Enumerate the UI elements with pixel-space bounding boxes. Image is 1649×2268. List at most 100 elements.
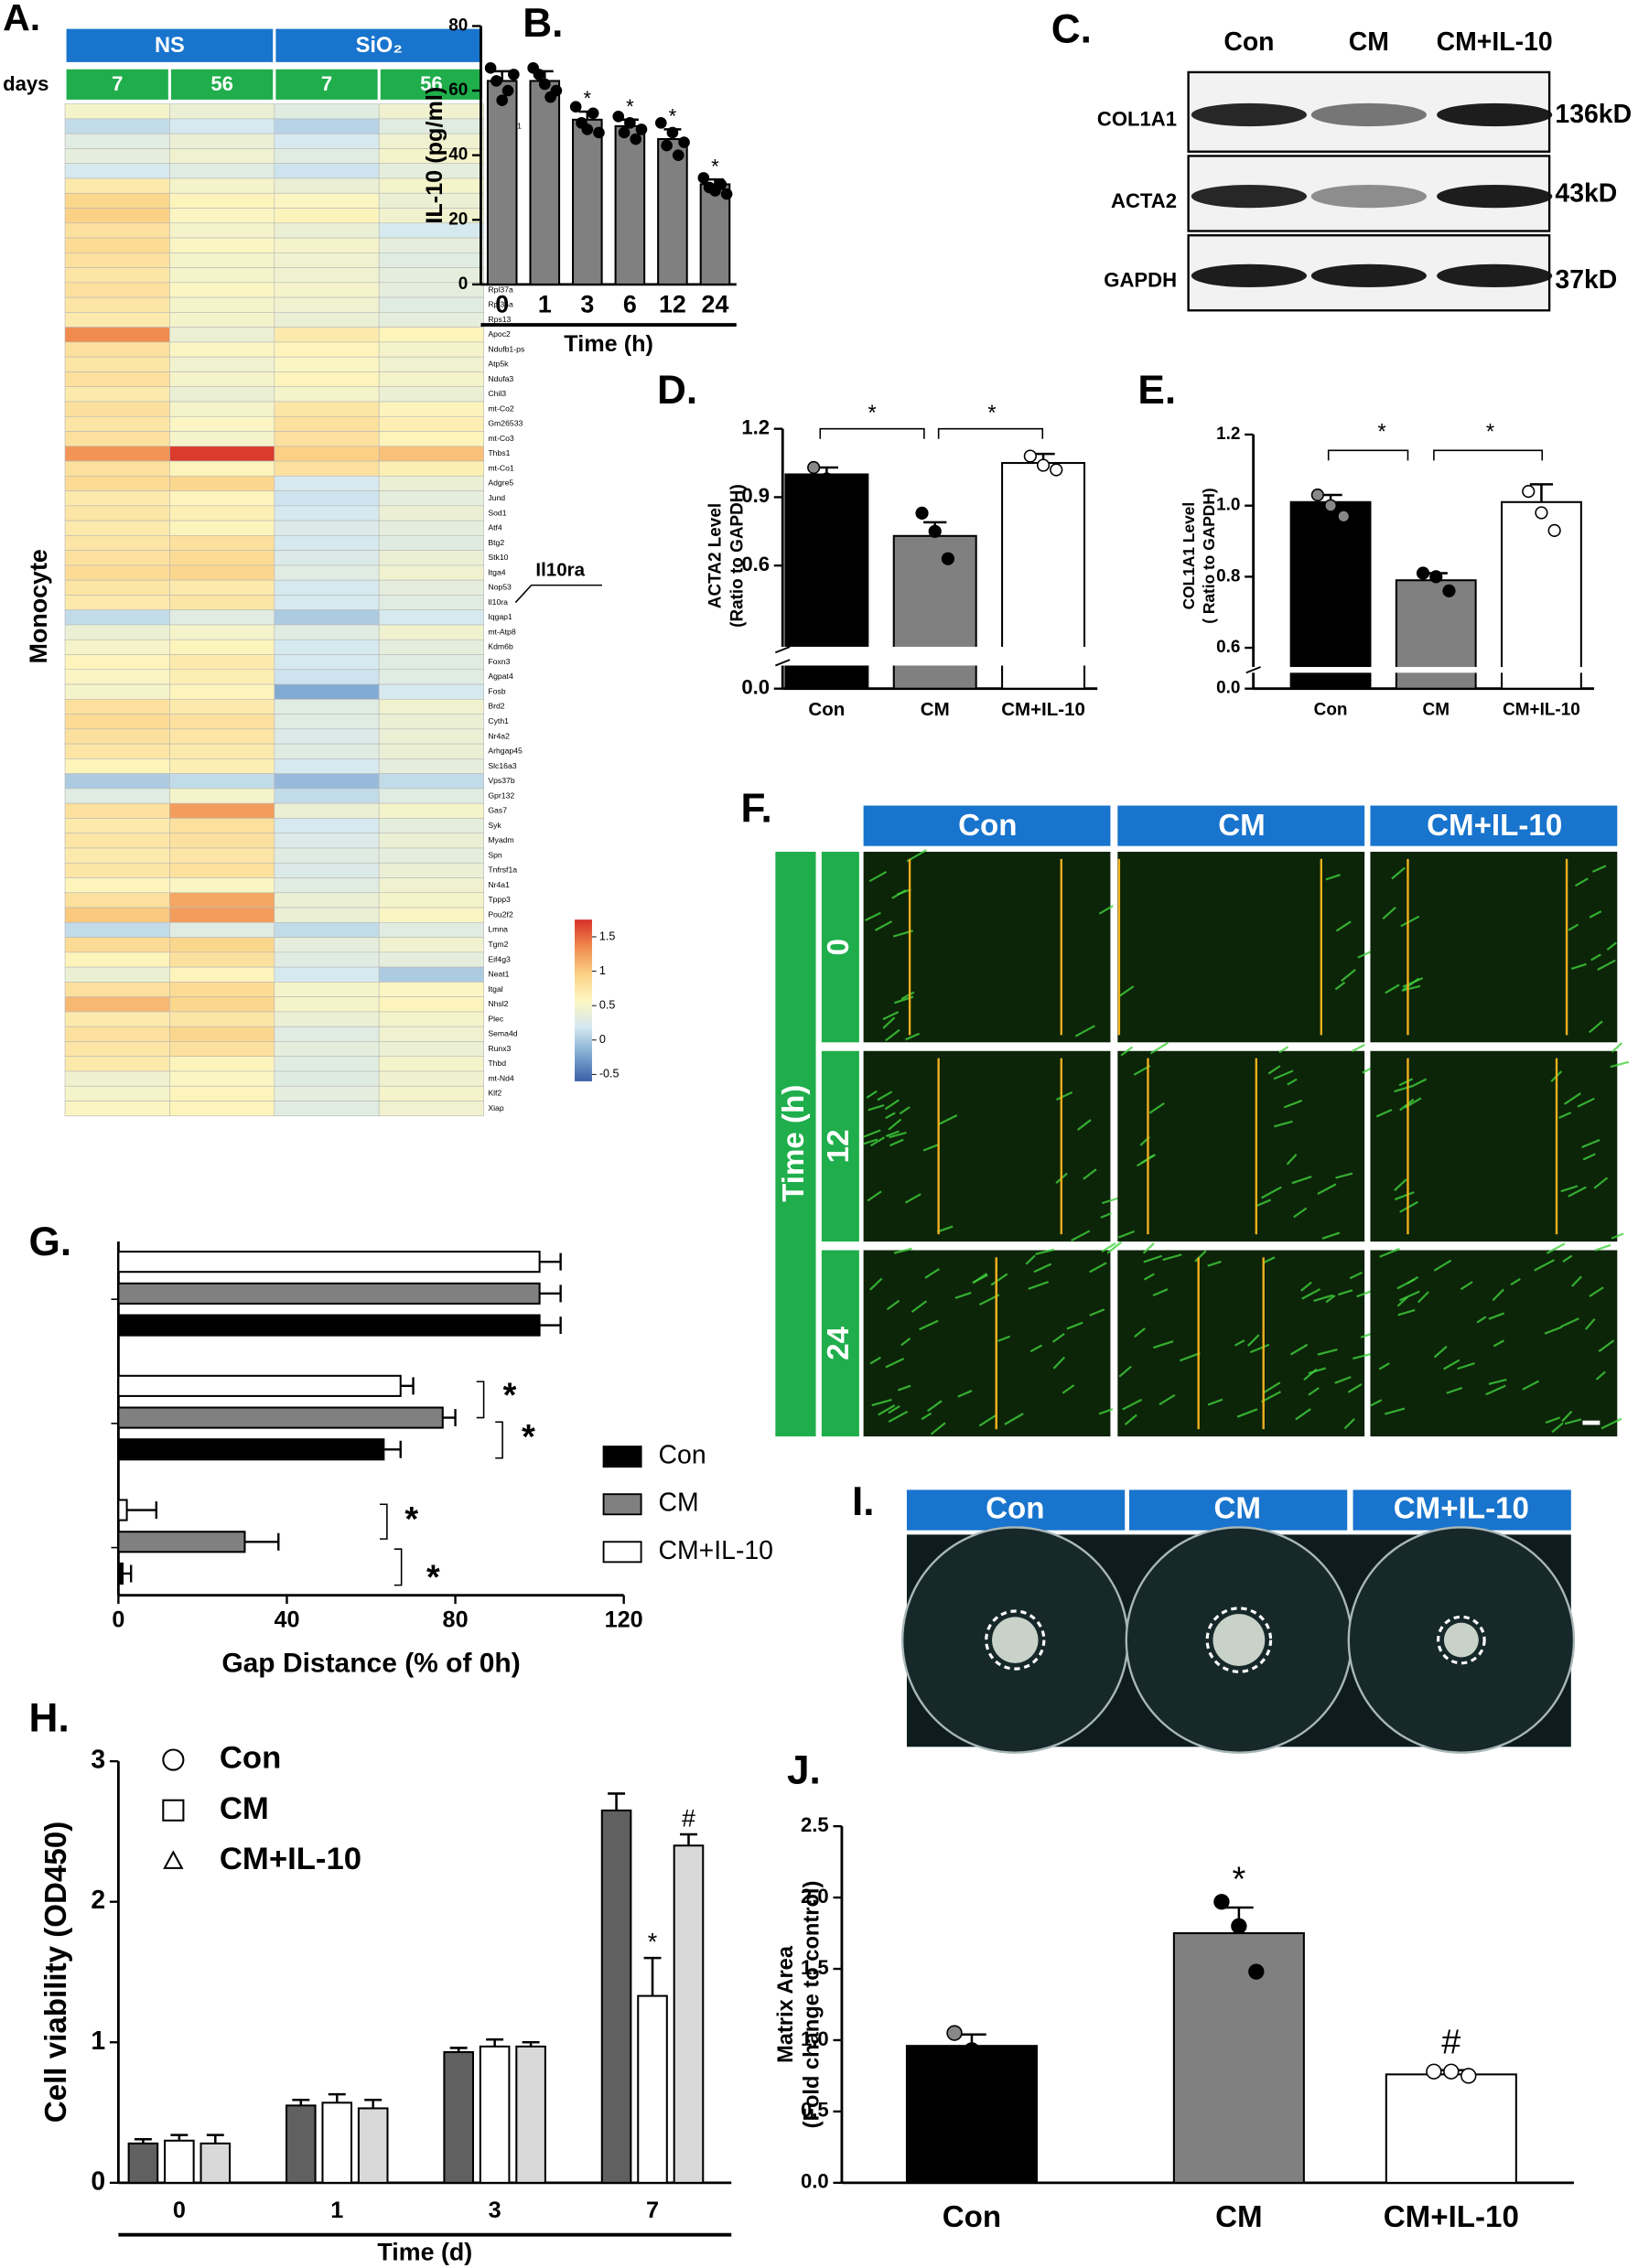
cell [1492,1288,1504,1302]
heatmap-cell [274,371,380,388]
heatmap-cell [64,698,170,715]
row-label: Fosb [488,686,505,695]
error-bar [244,1532,280,1551]
cell [1589,1286,1604,1297]
heatmap-cell [64,520,170,536]
heatmap-cell [378,921,484,938]
heatmap-cell [64,446,170,462]
heatmap-cell [274,609,380,626]
heatmap-cell [169,520,275,536]
significance-bracket [393,1548,403,1586]
row-label: Nhsl2 [488,999,508,1008]
heatmap-cell [64,148,170,165]
heatmap-cell [64,267,170,284]
row-label: Klf2 [488,1089,501,1098]
heatmap-cell [378,1041,484,1058]
data-point [941,552,955,565]
data-point [666,126,679,139]
cell [1278,1046,1289,1054]
heatmap-cell [378,252,484,268]
heatmap-cell [274,1101,380,1117]
matrix-outline [985,1609,1046,1671]
y-tick-label: 40 [448,145,468,165]
heatmap-cell [64,937,170,953]
heatmap-cell [378,564,484,581]
cell [1033,1263,1052,1274]
x-tick-label: Con [1314,700,1348,719]
significance-marker: * [987,402,996,425]
cell [1317,1348,1338,1356]
error-bar [442,1409,457,1427]
heatmap-cell [274,579,380,596]
cell [1378,1362,1390,1370]
cell [885,1357,905,1369]
heatmap-cell [378,222,484,239]
column-label: CM [1214,1491,1262,1525]
cell [1289,1343,1309,1356]
cell [888,1410,909,1423]
bar [117,1282,541,1305]
error-bar [608,1792,626,1811]
cell [1148,1102,1165,1114]
error-bar [539,1317,562,1335]
heatmap-cell [378,520,484,536]
error-bar [134,2138,152,2144]
y-tick-label: 1.2 [1216,425,1240,444]
row-label: Tnfrsf1a [488,865,517,875]
cell [978,1413,997,1427]
cell [1546,1242,1566,1254]
y-tick-label: 0.0 [1216,679,1240,698]
row-label: Rpl37a [488,285,513,294]
heatmap-cell [64,550,170,566]
cell [1118,985,1135,997]
protein-label: GAPDH [1104,269,1177,292]
protein-label: ACTA2 [1111,189,1177,212]
matrix-outline [1437,1615,1486,1665]
row-label: Neat1 [488,970,509,979]
band [1437,102,1553,127]
cell [1488,1378,1507,1385]
group-label: NS [155,34,185,58]
heatmap-cell [274,237,380,253]
cell [997,1335,1010,1342]
heatmap-cell [169,356,275,372]
band [1191,102,1308,127]
cell [1545,1416,1561,1424]
cell [972,1273,988,1284]
heatmap-cell [169,639,275,655]
error-bar [486,2037,504,2047]
micrograph [1117,1050,1365,1242]
bar [285,2104,317,2184]
x-tick-label: 120 [605,1607,643,1633]
cell [1283,1099,1303,1109]
heatmap-cell [274,564,380,581]
cell [1074,1025,1095,1037]
data-point [833,477,846,490]
heatmap-cell [378,951,484,968]
data-point [593,126,605,139]
x-tick-label: 0 [112,1607,124,1633]
panel-label: A. [3,0,40,38]
cell [1301,1288,1321,1300]
bar [1172,1932,1305,2184]
cell [1117,1230,1136,1239]
bar [357,2107,389,2184]
heatmap-cell [378,386,484,403]
cell [884,1099,900,1111]
cell [1291,1176,1312,1185]
cell [897,1384,911,1392]
x-axis-label: days [3,72,48,95]
heatmap-cell [378,669,484,685]
data-point [1323,499,1338,512]
error-bar [400,1377,415,1395]
heatmap-cell [169,1085,275,1102]
x-tick-label: 3 [580,291,594,318]
row-label: Sod1 [488,508,506,517]
cell [1561,1410,1573,1423]
heatmap-cell [64,371,170,388]
heatmap-cell [64,728,170,745]
cell [1570,1275,1582,1287]
heatmap-cell [64,296,170,313]
y-tick-label: 3 [91,1746,105,1775]
cell [1585,1317,1596,1330]
